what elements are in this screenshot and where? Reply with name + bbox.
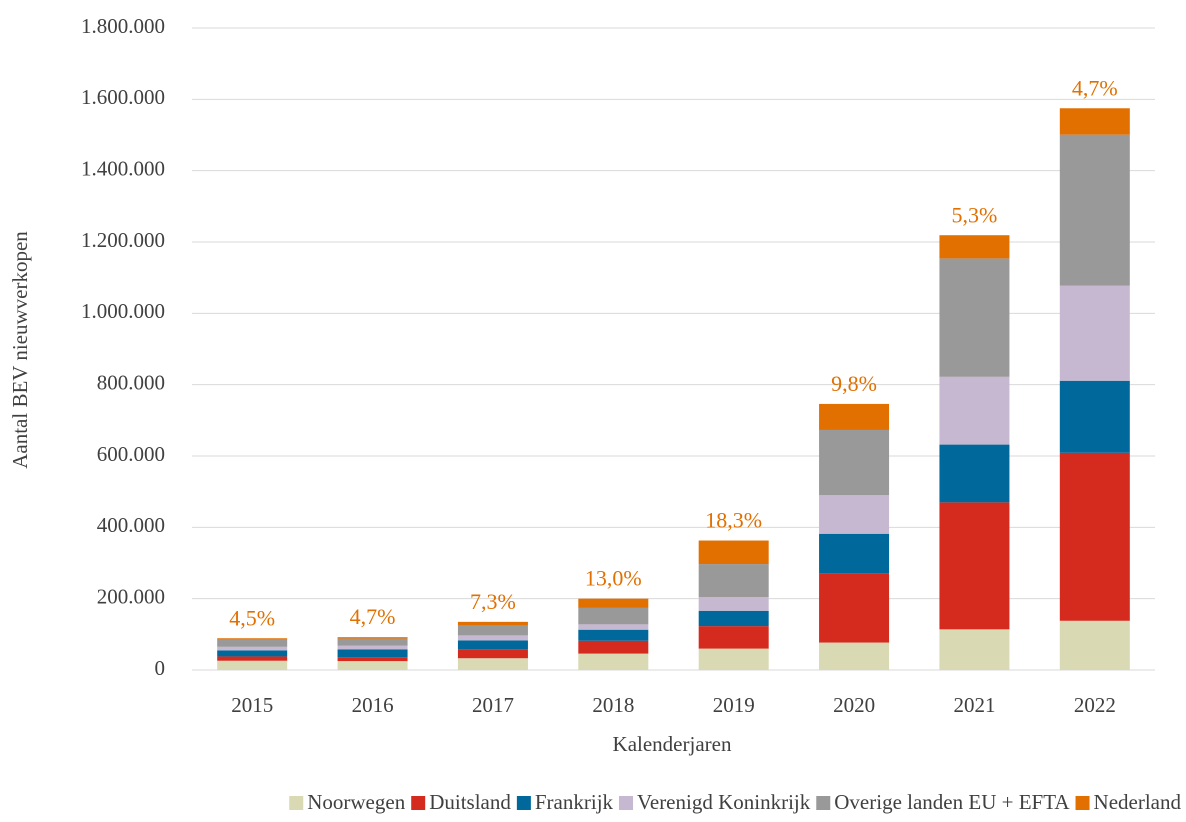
x-tick-label: 2016 (352, 693, 394, 717)
bar-segment (337, 657, 408, 662)
bar-segment (337, 638, 408, 646)
bar-segment (217, 639, 288, 647)
bar-segment (939, 258, 1010, 377)
bar-segment (819, 495, 890, 534)
bar-segment (337, 637, 408, 639)
y-tick-label: 1.800.000 (81, 14, 165, 38)
bar-annotation: 4,7% (1072, 75, 1118, 100)
bar-annotation: 7,3% (470, 589, 516, 614)
x-tick-label: 2019 (713, 693, 755, 717)
bar-segment (698, 597, 769, 611)
bar-segment (939, 235, 1010, 259)
bar-segment (457, 658, 528, 670)
bar-segment (457, 621, 528, 626)
legend-swatch (619, 796, 634, 810)
bar-segment (578, 607, 649, 625)
y-tick-label: 600.000 (97, 442, 165, 466)
bar-segment (698, 540, 769, 565)
bar-segment (1059, 380, 1130, 453)
bar-segment (939, 444, 1010, 503)
y-tick-label: 1.200.000 (81, 228, 165, 252)
bar-annotation: 9,8% (831, 371, 877, 396)
bar-segment (698, 564, 769, 598)
bar-segment (457, 649, 528, 659)
bar-annotation: 5,3% (952, 202, 998, 227)
bar-annotation: 4,5% (229, 605, 275, 630)
bar-segment (819, 429, 890, 496)
bar-annotation: 18,3% (705, 508, 762, 533)
y-tick-label: 1.400.000 (81, 156, 165, 180)
bar-segment (457, 625, 528, 636)
bar-segment (819, 642, 890, 670)
bar-segment (217, 656, 288, 661)
bar-segment (939, 376, 1010, 445)
bar-segment (1059, 108, 1130, 135)
bar-segment (819, 403, 890, 430)
x-axis-label: Kalenderjaren (613, 732, 732, 756)
legend-swatch (289, 796, 304, 810)
bar-segment (698, 626, 769, 649)
y-tick-label: 800.000 (97, 370, 165, 394)
bar-annotation: 4,7% (350, 604, 396, 629)
bar-segment (939, 629, 1010, 670)
bar-segment (578, 598, 649, 608)
x-tick-label: 2017 (472, 693, 514, 717)
bar-segment (337, 649, 408, 658)
y-tick-label: 1.600.000 (81, 85, 165, 109)
x-tick-label: 2020 (833, 693, 875, 717)
y-tick-label: 400.000 (97, 513, 165, 537)
y-tick-label: 200.000 (97, 584, 165, 608)
x-tick-label: 2015 (231, 693, 273, 717)
legend-label: Frankrijk (535, 790, 614, 814)
bar-segment (698, 648, 769, 670)
bar-segment (1059, 620, 1130, 670)
bar-segment (1059, 134, 1130, 286)
bar-segment (337, 661, 408, 670)
legend-swatch (411, 796, 426, 810)
x-tick-label: 2018 (592, 693, 634, 717)
legend-label: Overige landen EU + EFTA (834, 790, 1070, 814)
legend-label: Noorwegen (307, 790, 405, 814)
legend-label: Nederland (1094, 790, 1182, 814)
bar-segment (217, 650, 288, 657)
bar-segment (698, 610, 769, 627)
bar-segment (939, 502, 1010, 630)
y-tick-label: 1.000.000 (81, 299, 165, 323)
bar-segment (578, 624, 649, 630)
bar-segment (578, 640, 649, 654)
legend-swatch (816, 796, 831, 810)
legend-label: Verenigd Koninkrijk (637, 790, 811, 814)
bar-segment (578, 629, 649, 641)
bar-segment (457, 635, 528, 641)
x-tick-label: 2022 (1074, 693, 1116, 717)
y-tick-label: 0 (155, 656, 166, 680)
bar-segment (819, 573, 890, 643)
bar-segment (217, 638, 288, 640)
bar-segment (217, 660, 288, 670)
bar-segment (819, 533, 890, 574)
bar-segment (1059, 452, 1130, 621)
bar-segment (337, 645, 408, 650)
bar-segment (578, 653, 649, 670)
legend-label: Duitsland (429, 790, 511, 814)
x-tick-label: 2021 (953, 693, 995, 717)
legend-swatch (1075, 796, 1090, 810)
bar-segment (457, 640, 528, 650)
bar-segment (1059, 285, 1130, 381)
legend-swatch (516, 796, 531, 810)
bar-annotation: 13,0% (585, 566, 642, 591)
bar-segment (217, 646, 288, 651)
y-axis-label: Aantal BEV nieuwverkopen (8, 231, 32, 469)
